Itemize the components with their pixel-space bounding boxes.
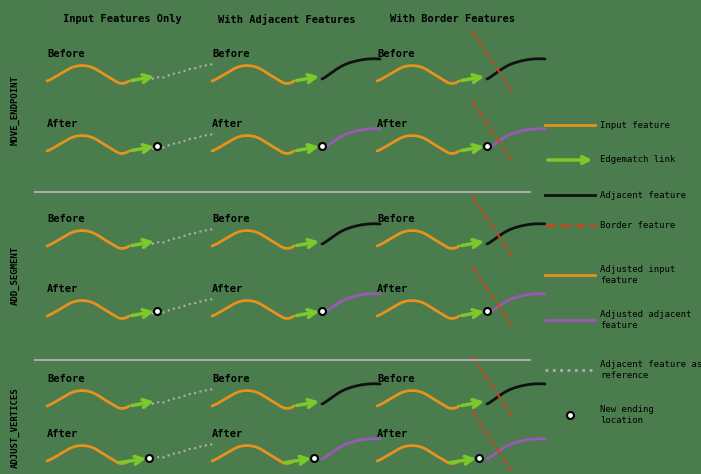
Text: Before: Before bbox=[212, 214, 250, 224]
Text: Input Features Only: Input Features Only bbox=[62, 14, 182, 24]
Text: Before: Before bbox=[377, 49, 414, 59]
Text: Input feature: Input feature bbox=[600, 120, 670, 129]
Text: Adjacent feature: Adjacent feature bbox=[600, 191, 686, 200]
Text: After: After bbox=[212, 429, 243, 439]
Text: ADD_SEGMENT: ADD_SEGMENT bbox=[11, 246, 20, 305]
Text: Adjusted adjacent
feature: Adjusted adjacent feature bbox=[600, 310, 691, 330]
Text: With Adjacent Features: With Adjacent Features bbox=[218, 14, 355, 25]
Text: New ending
location: New ending location bbox=[600, 405, 654, 425]
Text: After: After bbox=[377, 284, 408, 294]
Text: Adjacent feature as
reference: Adjacent feature as reference bbox=[600, 360, 701, 380]
Text: After: After bbox=[377, 429, 408, 439]
Text: Border feature: Border feature bbox=[600, 220, 675, 229]
Text: MOVE_ENDPOINT: MOVE_ENDPOINT bbox=[11, 75, 20, 145]
Text: Before: Before bbox=[212, 49, 250, 59]
Text: Before: Before bbox=[377, 374, 414, 384]
Text: With Border Features: With Border Features bbox=[390, 14, 515, 24]
Text: After: After bbox=[377, 119, 408, 129]
Text: Before: Before bbox=[47, 214, 85, 224]
Text: After: After bbox=[212, 119, 243, 129]
Text: After: After bbox=[212, 284, 243, 294]
Text: Before: Before bbox=[212, 374, 250, 384]
Text: Before: Before bbox=[377, 214, 414, 224]
Text: ADJUST_VERTICES: ADJUST_VERTICES bbox=[11, 387, 20, 468]
Text: After: After bbox=[47, 119, 79, 129]
Text: Adjusted input
feature: Adjusted input feature bbox=[600, 265, 675, 285]
Text: Before: Before bbox=[47, 374, 85, 384]
Text: After: After bbox=[47, 284, 79, 294]
Text: After: After bbox=[47, 429, 79, 439]
Text: Before: Before bbox=[47, 49, 85, 59]
Text: Edgematch link: Edgematch link bbox=[600, 155, 675, 164]
